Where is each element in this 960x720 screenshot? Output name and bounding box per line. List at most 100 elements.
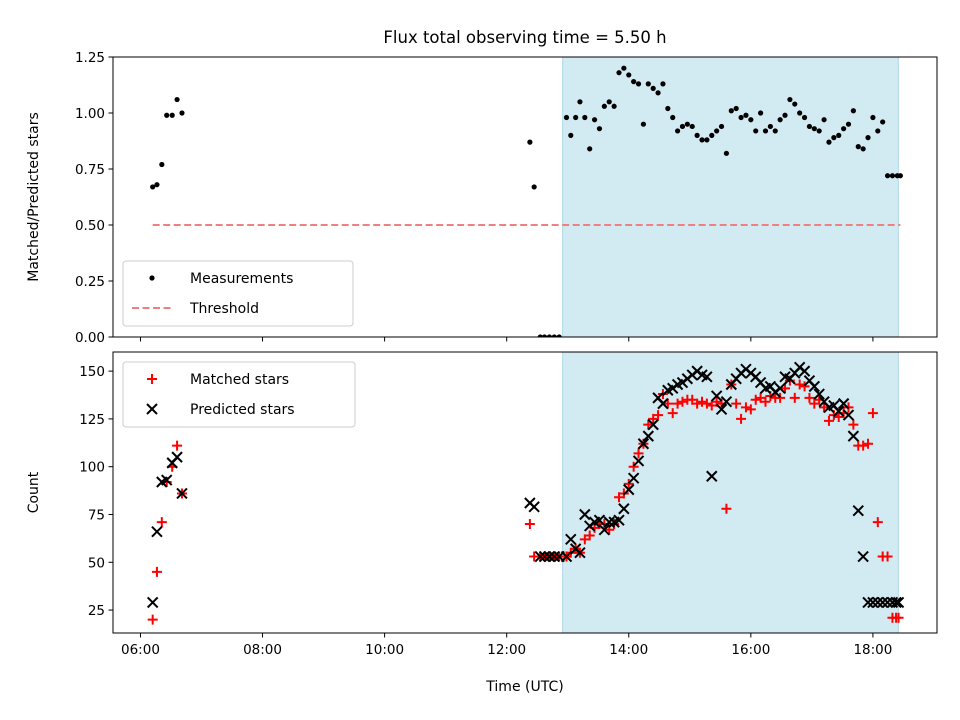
series-measurements <box>150 65 903 337</box>
data-point <box>151 525 163 538</box>
data-point <box>161 476 172 487</box>
data-point <box>893 612 904 623</box>
data-point <box>736 413 747 424</box>
data-point <box>618 503 630 515</box>
data-point <box>772 128 778 134</box>
data-point <box>872 596 884 609</box>
data-point <box>709 132 715 138</box>
data-point <box>704 137 710 143</box>
data-point <box>857 550 869 563</box>
data-point <box>591 117 598 123</box>
data-point <box>860 146 866 152</box>
data-point <box>606 99 612 105</box>
data-point <box>584 530 595 541</box>
data-point <box>718 123 725 130</box>
data-point <box>568 132 574 138</box>
data-point <box>780 383 791 394</box>
x-tick-label: 18:00 <box>853 642 892 658</box>
series-predicted-stars <box>146 361 905 609</box>
data-point <box>880 119 886 125</box>
data-point <box>524 519 535 530</box>
data-point <box>821 117 827 123</box>
data-point <box>848 419 859 430</box>
observing-window-shade <box>562 351 899 634</box>
data-point <box>699 137 705 143</box>
data-point <box>845 121 852 127</box>
y-tick-label: 1.25 <box>75 50 105 66</box>
data-point <box>573 114 579 121</box>
data-point <box>710 390 723 402</box>
legend-marker <box>149 275 155 281</box>
legend: Matched stars Predicted stars <box>122 361 356 428</box>
data-point <box>799 381 810 392</box>
data-point <box>884 173 891 179</box>
data-point <box>775 392 786 403</box>
data-point <box>598 524 611 536</box>
data-point <box>161 474 173 486</box>
data-point <box>689 123 695 130</box>
data-point <box>841 126 847 132</box>
data-point <box>872 517 883 528</box>
y-tick-label: 0.50 <box>75 218 105 234</box>
data-point <box>179 110 185 116</box>
y-tick-label: 0.25 <box>75 274 105 290</box>
data-point <box>738 114 744 121</box>
data-point <box>833 405 845 417</box>
data-point <box>593 514 606 526</box>
data-point <box>560 550 573 563</box>
data-point <box>777 117 783 123</box>
data-point <box>881 596 894 609</box>
x-tick-label: 08:00 <box>243 642 282 658</box>
x-axis-label: Time (UTC) <box>485 679 563 695</box>
data-point <box>847 430 860 442</box>
data-point <box>541 334 548 337</box>
data-point <box>740 402 751 413</box>
data-point <box>637 438 650 450</box>
y-axis-label: Count <box>26 471 42 513</box>
data-point <box>826 139 832 145</box>
data-point <box>794 379 805 390</box>
x-tick-label: 10:00 <box>365 642 404 658</box>
axes-frame <box>112 56 938 338</box>
data-point <box>728 108 734 114</box>
data-point <box>548 550 561 563</box>
y-tick-label: 75 <box>88 507 105 523</box>
data-point <box>647 418 659 431</box>
data-point <box>782 112 788 118</box>
plot-area <box>150 65 903 337</box>
x-tick-label: 06:00 <box>121 642 160 658</box>
data-point <box>679 123 686 130</box>
data-point <box>858 440 869 451</box>
data-point <box>733 105 739 112</box>
data-point <box>721 503 732 514</box>
data-point <box>627 472 640 484</box>
data-point <box>758 110 764 116</box>
y-tick-label: 125 <box>79 412 105 428</box>
data-point <box>720 395 733 408</box>
data-point <box>577 99 583 105</box>
data-point <box>806 123 813 130</box>
data-point <box>897 173 903 179</box>
data-point <box>797 110 803 116</box>
data-point <box>811 126 817 132</box>
data-point <box>635 81 642 87</box>
data-point <box>865 135 871 141</box>
legend-label: Threshold <box>189 301 259 317</box>
data-point <box>750 394 761 405</box>
data-point <box>684 121 690 127</box>
data-point <box>697 396 708 407</box>
data-point <box>665 105 671 112</box>
y-tick-label: 0.00 <box>75 330 105 346</box>
data-point <box>831 135 837 141</box>
data-point <box>774 382 786 395</box>
data-point <box>628 461 639 472</box>
legend: Measurements Threshold <box>122 260 354 327</box>
data-point <box>642 430 655 442</box>
data-point <box>616 70 622 76</box>
data-point <box>596 126 603 132</box>
data-point <box>653 410 664 421</box>
data-point <box>801 114 808 121</box>
y-tick-label: 25 <box>88 603 105 619</box>
legend-marker <box>147 374 157 384</box>
y-tick-label: 1.00 <box>75 106 105 122</box>
